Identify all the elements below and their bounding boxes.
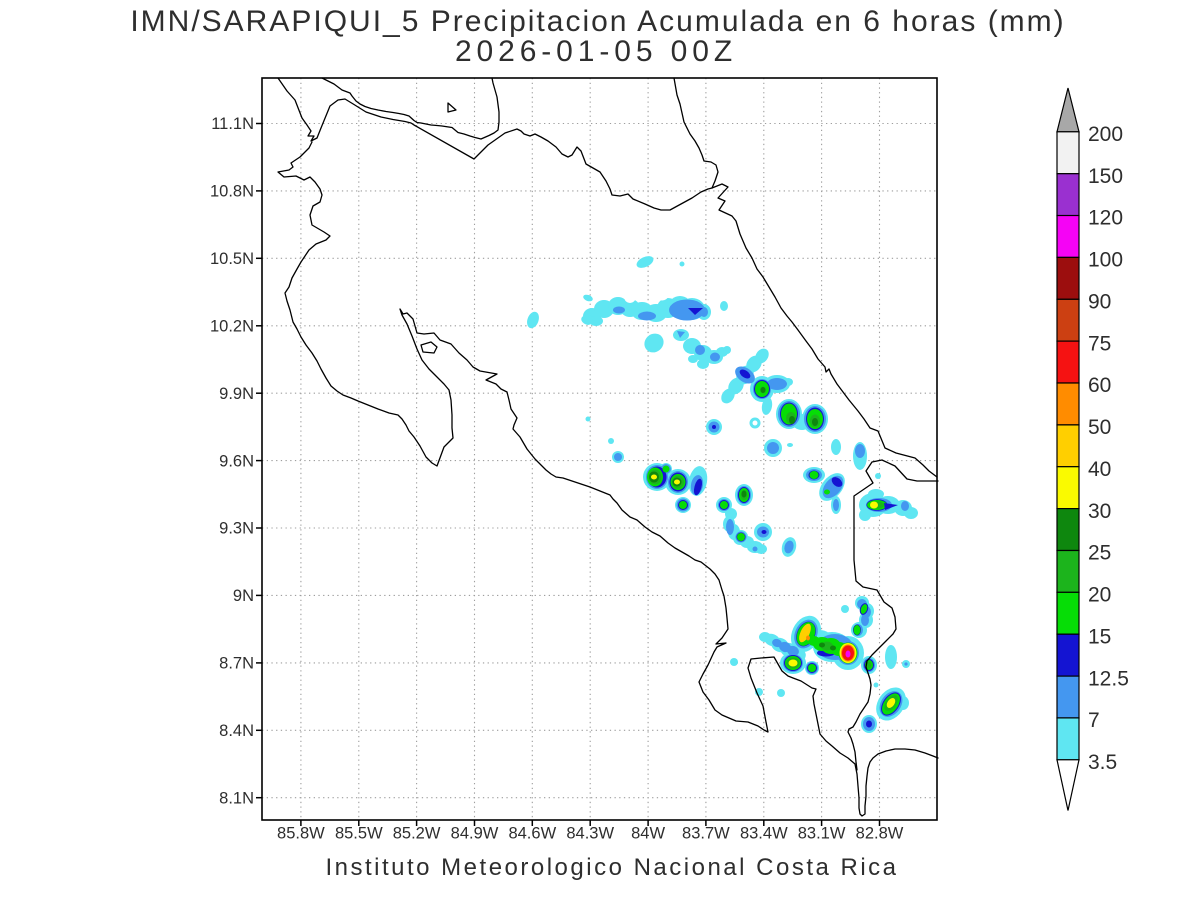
svg-text:84W: 84W <box>631 825 665 843</box>
svg-text:85.2W: 85.2W <box>393 825 441 843</box>
svg-text:9.3N: 9.3N <box>219 520 254 538</box>
svg-text:83.1W: 83.1W <box>798 825 846 843</box>
svg-text:2026-01-05 00Z: 2026-01-05 00Z <box>455 35 737 68</box>
svg-text:100: 100 <box>1088 249 1123 272</box>
svg-text:15: 15 <box>1088 625 1111 648</box>
svg-text:84.6W: 84.6W <box>508 825 556 843</box>
svg-text:12.5: 12.5 <box>1088 667 1129 690</box>
svg-text:20: 20 <box>1088 584 1111 607</box>
svg-text:75: 75 <box>1088 332 1111 355</box>
svg-text:9.9N: 9.9N <box>219 385 254 403</box>
svg-text:120: 120 <box>1088 207 1123 230</box>
svg-text:10.2N: 10.2N <box>210 318 254 336</box>
svg-text:10.5N: 10.5N <box>210 250 254 268</box>
svg-text:30: 30 <box>1088 500 1111 523</box>
svg-text:90: 90 <box>1088 291 1111 314</box>
svg-text:11.1N: 11.1N <box>211 115 254 133</box>
svg-text:40: 40 <box>1088 458 1111 481</box>
svg-text:7: 7 <box>1088 709 1100 732</box>
svg-text:8.1N: 8.1N <box>219 789 254 807</box>
svg-text:8.7N: 8.7N <box>219 655 254 673</box>
svg-text:83.7W: 83.7W <box>682 825 730 843</box>
svg-text:85.8W: 85.8W <box>277 825 325 843</box>
svg-text:84.9W: 84.9W <box>451 825 499 843</box>
svg-text:9.6N: 9.6N <box>219 452 254 470</box>
svg-text:50: 50 <box>1088 416 1111 439</box>
svg-text:IMN/SARAPIQUI_5 Precipitacion: IMN/SARAPIQUI_5 Precipitacion Acumulada … <box>130 5 1065 38</box>
svg-text:85.5W: 85.5W <box>335 825 383 843</box>
svg-text:150: 150 <box>1088 165 1123 188</box>
svg-text:9N: 9N <box>233 587 254 605</box>
svg-text:8.4N: 8.4N <box>219 722 254 740</box>
svg-text:60: 60 <box>1088 374 1111 397</box>
svg-text:82.8W: 82.8W <box>856 825 904 843</box>
svg-text:10.8N: 10.8N <box>210 183 254 201</box>
svg-text:3.5: 3.5 <box>1088 751 1117 774</box>
svg-text:200: 200 <box>1088 123 1123 146</box>
svg-text:25: 25 <box>1088 542 1111 565</box>
svg-text:83.4W: 83.4W <box>740 825 788 843</box>
svg-text:84.3W: 84.3W <box>566 825 614 843</box>
svg-text:Instituto Meteorologico Nacion: Instituto Meteorologico Nacional Costa R… <box>325 854 898 881</box>
